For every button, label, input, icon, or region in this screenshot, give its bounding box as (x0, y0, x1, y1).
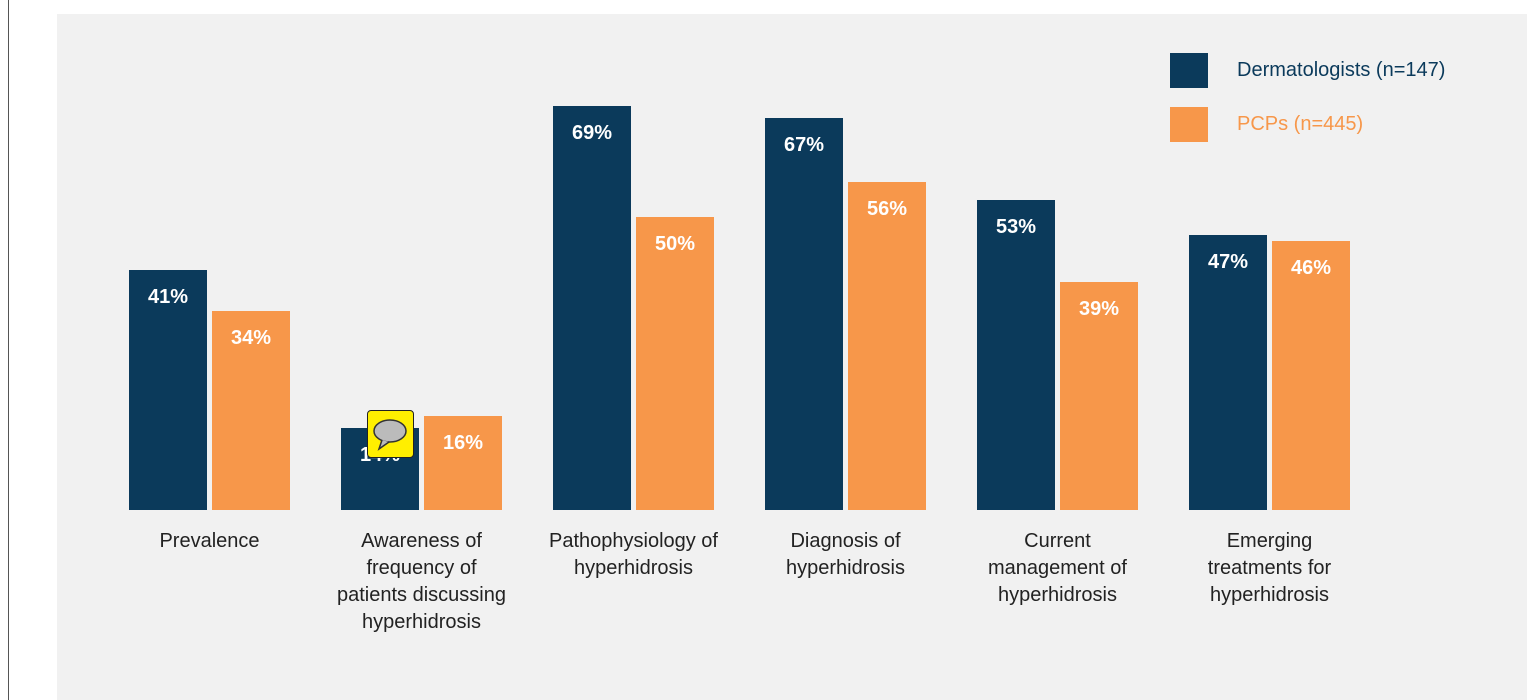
data-label: 53% (995, 215, 1037, 238)
data-label: 69% (571, 122, 613, 144)
bar (977, 199, 1055, 510)
legend-label: PCPs (n=445) (1237, 113, 1364, 135)
data-label: 39% (1078, 297, 1120, 320)
data-label: 56% (866, 198, 908, 221)
legend-swatch (1170, 53, 1208, 88)
bar (636, 217, 714, 510)
frame-line (8, 0, 9, 700)
x-tick-label: Current management of hyperhidrosis (988, 530, 1127, 606)
data-label: 41% (147, 285, 189, 308)
bar (1060, 281, 1138, 510)
legend-swatch (1170, 107, 1208, 142)
bar (212, 310, 290, 510)
bar (1189, 234, 1267, 510)
bar (848, 182, 926, 510)
bar (1272, 240, 1350, 510)
legend-label: Dermatologists (n=147) (1237, 59, 1446, 81)
x-tick-label: Emerging treatments for hyperhidrosis (1207, 530, 1332, 606)
x-tick-label: Diagnosis of hyperhidrosis (786, 530, 905, 579)
bar (129, 269, 207, 510)
data-label: 67% (783, 133, 825, 156)
bar (424, 416, 502, 510)
data-label: 47% (1207, 250, 1249, 273)
data-label: 46% (1290, 256, 1332, 279)
x-tick-label: Awareness of frequency of patients discu… (337, 530, 506, 633)
x-tick-label: Pathophysiology of hyperhidrosis (548, 530, 718, 579)
comment-icon[interactable] (367, 410, 414, 458)
bar (553, 106, 631, 510)
data-label: 34% (230, 326, 272, 349)
comment-bubble (373, 419, 407, 451)
data-label: 16% (442, 432, 484, 455)
data-label: 50% (654, 233, 696, 256)
x-tick-label: Prevalence (159, 530, 260, 552)
bar (765, 117, 843, 510)
